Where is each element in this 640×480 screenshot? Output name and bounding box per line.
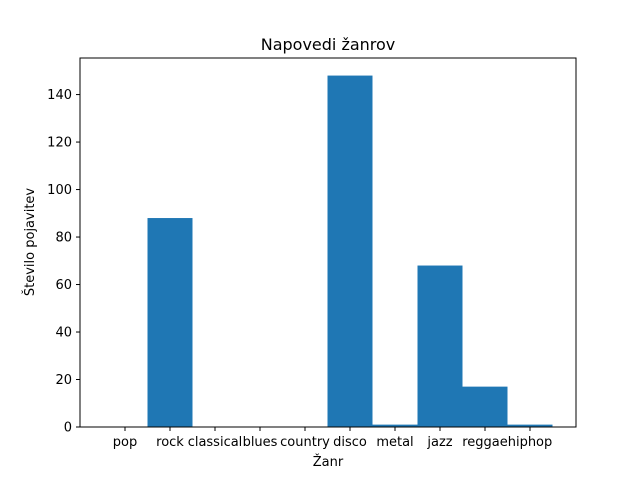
y-tick-label: 60 [55, 278, 72, 293]
bar-reggae [462, 386, 508, 427]
x-tick-label: country [280, 435, 330, 450]
x-tick-label: blues [243, 435, 278, 450]
bar-rock [147, 218, 193, 427]
x-axis: pop rock classical blues country disco metal ja… [113, 427, 553, 450]
y-tick-label: 20 [55, 373, 72, 388]
plot-frame [79, 57, 577, 428]
x-tick-label: reggae [462, 435, 508, 450]
y-axis: 0 20 40 60 80 100 120 140 [47, 88, 80, 436]
bars-group [147, 75, 553, 428]
x-tick-label: hiphop [508, 435, 553, 450]
y-tick-label: 140 [47, 88, 72, 103]
bar-jazz [417, 265, 463, 427]
x-tick-label: classical [188, 435, 243, 450]
y-tick-label: 40 [55, 326, 72, 341]
x-tick-label: pop [113, 435, 137, 450]
x-tick-label: rock [156, 435, 184, 450]
x-tick-label: metal [376, 435, 413, 450]
x-tick-label: disco [333, 435, 367, 450]
y-axis-label: Število pojavitev [22, 188, 38, 297]
y-tick-label: 0 [64, 421, 72, 436]
y-tick-label: 100 [47, 183, 72, 198]
bar-hiphop [507, 424, 553, 427]
bar-metal [372, 424, 418, 427]
chart-title: Napovedi žanrov [261, 35, 396, 54]
x-tick-label: jazz [426, 435, 452, 450]
x-axis-label: Žanr [313, 454, 344, 470]
bar-disco [327, 75, 373, 428]
y-tick-label: 80 [55, 231, 72, 246]
y-tick-label: 120 [47, 136, 72, 151]
